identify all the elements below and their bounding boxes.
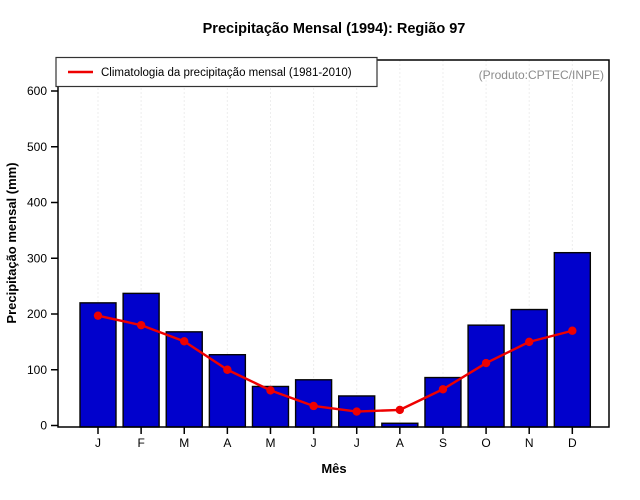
climatology-point [136, 320, 146, 330]
x-tick-label: S [439, 436, 447, 450]
bar [553, 251, 592, 428]
climatology-point [352, 407, 361, 416]
bar [165, 331, 203, 428]
y-tick-label: 100 [27, 363, 47, 377]
climatology-point [180, 337, 189, 346]
climatology-point [93, 311, 103, 320]
watermark: (Produto:CPTEC/INPE) [479, 68, 604, 82]
climatology-point [309, 401, 318, 411]
y-tick-label: 600 [27, 84, 47, 98]
x-tick-label: M [265, 436, 275, 450]
x-tick-label: M [179, 436, 189, 450]
y-tick-label: 500 [27, 140, 47, 154]
climatology-point [395, 405, 405, 415]
climatology-point [266, 386, 275, 395]
x-tick-label: J [95, 436, 101, 450]
climatology-point [481, 358, 491, 368]
y-tick-label: 200 [27, 307, 47, 321]
legend: Climatologia da precipitação mensal (198… [55, 56, 378, 88]
x-tick-label: A [396, 436, 404, 450]
x-tick-label: J [311, 436, 317, 450]
x-tick-label: O [481, 436, 490, 450]
bar [510, 308, 548, 428]
y-axis-title: Precipitação mensal (mm) [4, 162, 19, 323]
bar [467, 324, 505, 428]
legend-label: Climatologia da precipitação mensal (198… [101, 67, 352, 79]
bar [424, 376, 462, 428]
x-tick-label: D [568, 436, 577, 450]
y-tick-label: 300 [27, 251, 47, 265]
bar [79, 302, 117, 428]
climatology-point [568, 326, 577, 335]
climatology-line [97, 314, 573, 413]
climatology-point [438, 385, 448, 394]
x-tick-label: J [354, 436, 360, 450]
y-tick-label: 400 [27, 196, 47, 210]
y-tick-label: 0 [40, 419, 47, 433]
climatology-point [525, 337, 534, 347]
bar [208, 353, 247, 428]
x-axis-title: Mês [321, 461, 346, 476]
x-tick-label: A [223, 436, 231, 450]
legend-box [55, 56, 378, 88]
bar [122, 292, 160, 428]
x-tick-label: N [525, 436, 534, 450]
plot-area: 0 100 200 300 400 500 600 J F M A M J J A S O N D [27, 59, 610, 450]
x-tick-label: F [137, 436, 144, 450]
climatology-point [223, 365, 232, 374]
chart-title: Precipitação Mensal (1994): Região 97 [203, 21, 466, 37]
